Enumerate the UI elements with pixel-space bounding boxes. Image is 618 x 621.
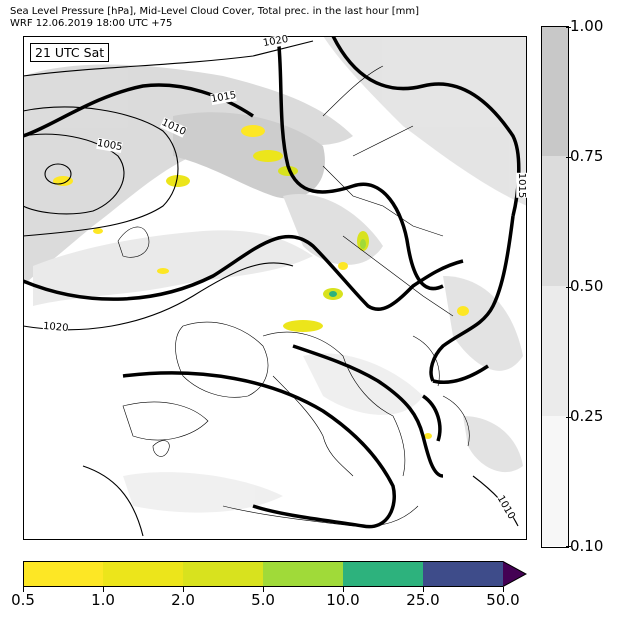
cloud-tickmark (566, 417, 571, 418)
cloud-tickmark (566, 157, 571, 158)
cloud-tick-label: 0.50 (570, 277, 604, 295)
cloud-colorbar-segment (541, 156, 569, 286)
header-title: Sea Level Pressure [hPa], Mid-Level Clou… (10, 6, 420, 17)
cloud-tick-label: 0.10 (570, 537, 604, 555)
precip-tick-label: 5.0 (251, 591, 275, 609)
map-header: Sea Level Pressure [hPa], Mid-Level Clou… (10, 6, 419, 30)
forecast-time-label: 21 UTC Sat (30, 43, 110, 62)
isobar-label: 1015 (516, 172, 528, 199)
cloud-tick-label: 0.75 (570, 147, 604, 165)
cloud-colorbar-segment (541, 416, 569, 546)
cloud-tickmark (566, 546, 571, 547)
precip-tick-label: 1.0 (91, 591, 115, 609)
precip-tick-label: 2.0 (171, 591, 195, 609)
cloud-tickmark (566, 27, 571, 28)
cloud-tick-label: 0.25 (570, 407, 604, 425)
precip-tickmark (423, 587, 424, 592)
precip-tick-label: 25.0 (406, 591, 440, 609)
cloud-colorbar-segment (541, 286, 569, 416)
precip-tickmark (183, 587, 184, 592)
precip-tickmark (503, 587, 504, 592)
weather-map: 1020 1015 1010 1005 1015 1020 1010 21 UT… (23, 33, 528, 540)
header-subtitle: WRF 12.06.2019 18:00 UTC +75 (10, 18, 173, 29)
map-canvas (23, 36, 527, 540)
precip-tickmark (23, 587, 24, 592)
cloud-tick-label: 1.00 (570, 17, 604, 35)
precipitation-colorbar (23, 561, 528, 587)
cloud-cover-layer (23, 36, 527, 513)
cloud-cover-colorbar (541, 26, 569, 548)
precip-tick-label: 10.0 (326, 591, 360, 609)
isobars-thin (23, 40, 519, 537)
precip-colorbar-canvas (23, 561, 528, 587)
cloud-tickmark (566, 287, 571, 288)
isobar-label: 1020 (42, 320, 69, 335)
precip-tickmark (103, 587, 104, 592)
precip-tick-label: 50.0 (486, 591, 520, 609)
precip-tick-label: 0.5 (11, 591, 35, 609)
precip-tickmark (343, 587, 344, 592)
cloud-colorbar-segment (541, 26, 569, 156)
isobars-bold (23, 36, 521, 529)
precip-tickmark (263, 587, 264, 592)
cloud-colorbar-frame (541, 26, 569, 548)
